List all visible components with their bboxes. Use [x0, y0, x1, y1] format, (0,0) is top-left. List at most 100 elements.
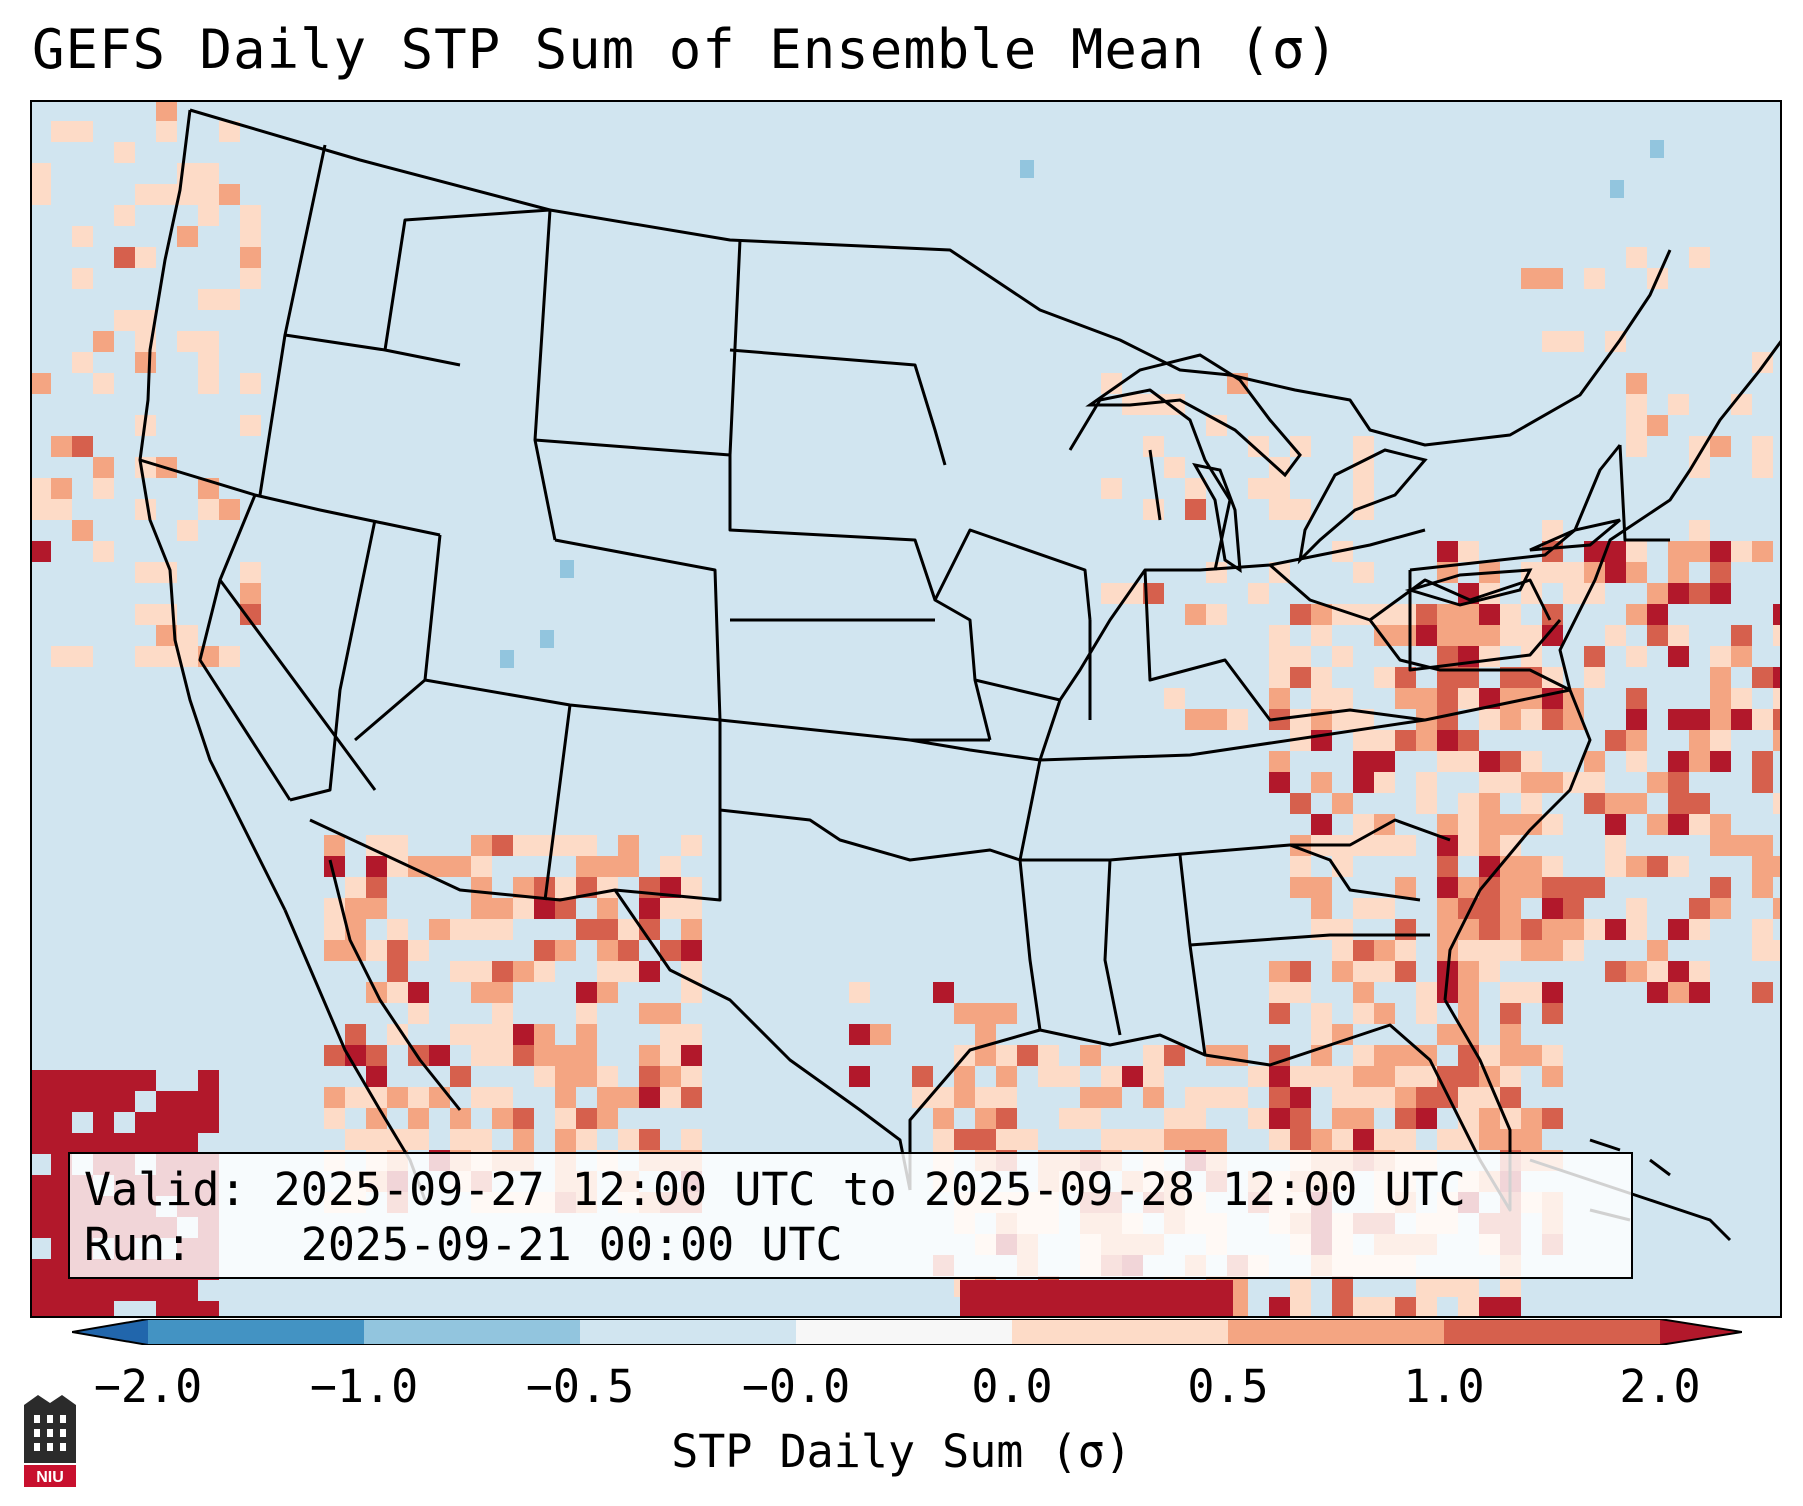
anomaly-cell — [1584, 268, 1605, 289]
anomaly-cell — [72, 1133, 93, 1154]
anomaly-cell — [51, 1280, 72, 1301]
colorbar-tick-label: 2.0 — [1619, 1360, 1701, 1413]
anomaly-cell — [681, 1066, 702, 1087]
anomaly-cell — [1731, 625, 1752, 646]
anomaly-cell — [492, 919, 513, 940]
anomaly-cell — [177, 1133, 198, 1154]
anomaly-cell — [1059, 1108, 1080, 1129]
anomaly-cell — [1689, 709, 1710, 730]
anomaly-cell — [1626, 562, 1647, 583]
anomaly-cell — [1080, 1108, 1101, 1129]
anomaly-cell — [198, 1091, 219, 1112]
anomaly-cell — [1395, 1066, 1416, 1087]
anomaly-cell — [240, 604, 261, 625]
anomaly-cell — [30, 373, 51, 394]
anomaly-cell — [1101, 478, 1122, 499]
anomaly-cell — [1752, 541, 1773, 562]
anomaly-cell — [1584, 772, 1605, 793]
anomaly-cell — [72, 436, 93, 457]
anomaly-cell — [681, 1087, 702, 1108]
anomaly-cell — [51, 499, 72, 520]
anomaly-cell — [618, 919, 639, 940]
anomaly-cell — [1500, 1087, 1521, 1108]
anomaly-cell — [450, 1108, 471, 1129]
anomaly-cell — [1689, 730, 1710, 751]
anomaly-cell — [1353, 940, 1374, 961]
anomaly-cell — [1479, 1045, 1500, 1066]
anomaly-cell — [1773, 898, 1782, 919]
anomaly-cell — [492, 1108, 513, 1129]
map-frame — [30, 100, 1782, 1318]
anomaly-cell — [1269, 961, 1290, 982]
anomaly-cell — [1668, 793, 1689, 814]
anomaly-cell — [1479, 793, 1500, 814]
anomaly-cell — [177, 1301, 198, 1318]
anomaly-cell — [555, 1129, 576, 1150]
anomaly-cell — [1500, 1108, 1521, 1129]
anomaly-cell — [1479, 1297, 1500, 1318]
anomaly-cell — [1500, 1024, 1521, 1045]
anomaly-cell — [1332, 961, 1353, 982]
anomaly-cell — [1605, 562, 1626, 583]
anomaly-cell — [576, 1045, 597, 1066]
anomaly-cell — [93, 1070, 114, 1091]
anomaly-cell — [30, 184, 51, 205]
anomaly-cell — [177, 1112, 198, 1133]
anomaly-cell — [240, 268, 261, 289]
anomaly-cell — [1605, 793, 1626, 814]
anomaly-cell — [555, 898, 576, 919]
anomaly-cell — [1542, 898, 1563, 919]
colorbar-bin-0-05 — [1012, 1319, 1228, 1345]
anomaly-cell — [1542, 709, 1563, 730]
anomaly-cell — [1437, 730, 1458, 751]
anomaly-cell — [1563, 940, 1584, 961]
colorbar-tick-label: −0.5 — [525, 1360, 635, 1413]
anomaly-cell — [1479, 877, 1500, 898]
anomaly-cell — [560, 560, 574, 578]
anomaly-cell — [1416, 1087, 1437, 1108]
anomaly-cell — [1563, 919, 1584, 940]
anomaly-cell — [1164, 1108, 1185, 1129]
anomaly-cell — [1311, 604, 1332, 625]
anomaly-cell — [492, 982, 513, 1003]
anomaly-cell — [1458, 604, 1479, 625]
anomaly-cell — [1395, 877, 1416, 898]
anomaly-cell — [219, 121, 240, 142]
anomaly-cell — [1647, 814, 1668, 835]
anomaly-cell — [576, 1129, 597, 1150]
anomaly-cell — [114, 1280, 135, 1301]
anomaly-cell — [1374, 1129, 1395, 1150]
anomaly-cell — [471, 898, 492, 919]
anomaly-cell — [471, 961, 492, 982]
anomaly-cell — [345, 898, 366, 919]
anomaly-cell — [975, 1024, 996, 1045]
anomaly-cell — [1521, 709, 1542, 730]
anomaly-cell — [1626, 730, 1647, 751]
anomaly-cell — [954, 1066, 975, 1087]
anomaly-cell — [1416, 793, 1437, 814]
anomaly-cell — [1311, 688, 1332, 709]
anomaly-cell — [1689, 247, 1710, 268]
anomaly-cell — [1479, 835, 1500, 856]
anomaly-cell — [1710, 667, 1731, 688]
anomaly-cell — [576, 982, 597, 1003]
anomaly-cell — [1689, 520, 1710, 541]
anomaly-cell — [1353, 1087, 1374, 1108]
anomaly-cell — [240, 373, 261, 394]
anomaly-cell — [366, 1045, 387, 1066]
anomaly-cell — [1610, 180, 1624, 198]
anomaly-cell — [1521, 793, 1542, 814]
anomaly-cell — [471, 982, 492, 1003]
colorbar-bin-05-1 — [1228, 1319, 1444, 1345]
anomaly-cell — [471, 1024, 492, 1045]
anomaly-cell — [1185, 604, 1206, 625]
anomaly-cell — [639, 1066, 660, 1087]
anomaly-cell — [912, 1066, 933, 1087]
anomaly-cell — [1107, 1301, 1128, 1318]
anomaly-cell — [72, 226, 93, 247]
anomaly-cell — [1290, 1297, 1311, 1318]
anomaly-cell — [1086, 1280, 1107, 1301]
anomaly-cell — [996, 1129, 1017, 1150]
anomaly-cell — [1710, 835, 1731, 856]
anomaly-cell — [93, 478, 114, 499]
